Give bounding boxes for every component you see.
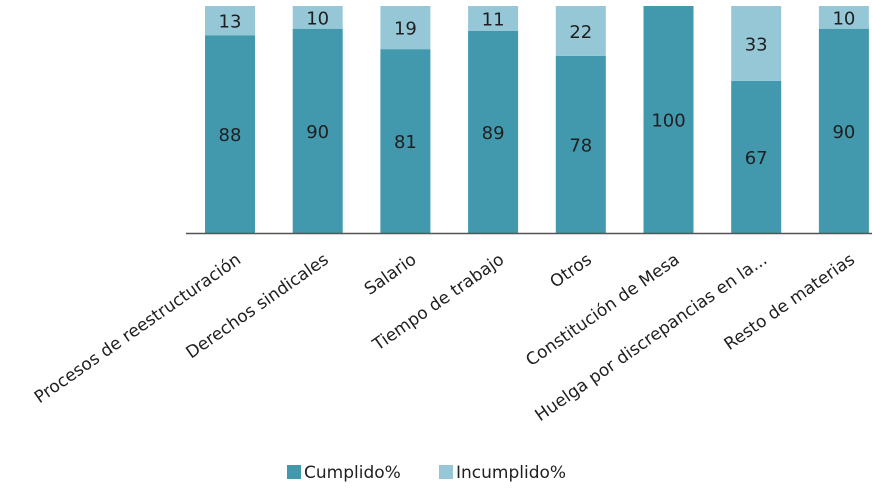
data-label-incumplido: 19 — [394, 19, 417, 40]
bar-cumplido — [380, 49, 431, 233]
bar-cumplido — [205, 35, 255, 234]
data-label-cumplido: 89 — [482, 123, 505, 144]
legend-swatch — [287, 465, 301, 479]
data-label-incumplido: 10 — [306, 8, 329, 29]
data-label-incumplido: 13 — [219, 12, 242, 33]
category-label: Otros — [547, 250, 596, 293]
data-label-cumplido: 90 — [306, 122, 329, 143]
bar-cumplido — [643, 6, 694, 233]
bar-cumplido — [818, 28, 869, 234]
data-label-incumplido: 10 — [832, 8, 855, 29]
data-label-cumplido: 81 — [394, 132, 417, 153]
data-label-incumplido: 11 — [482, 9, 505, 30]
bar-cumplido — [292, 28, 343, 234]
bar-incumplido — [731, 6, 782, 81]
bar-cumplido — [555, 55, 606, 233]
bar-incumplido — [205, 6, 255, 36]
bar-incumplido — [468, 6, 519, 31]
bar-incumplido — [292, 6, 343, 29]
data-label-incumplido: 33 — [745, 34, 768, 55]
data-label-cumplido: 67 — [745, 148, 768, 169]
category-label: Constitución de Mesa — [522, 250, 683, 371]
category-label: Salario — [361, 250, 420, 300]
legend-label: Incumplido% — [456, 463, 566, 483]
data-label-cumplido: 90 — [832, 122, 855, 143]
bar-incumplido — [380, 6, 431, 50]
data-label-cumplido: 100 — [651, 111, 685, 132]
category-label: Derechos sindicales — [183, 250, 333, 363]
bar-incumplido — [555, 6, 606, 56]
legend-label: Cumplido% — [304, 463, 401, 483]
bar-cumplido — [468, 30, 519, 233]
data-label-incumplido: 22 — [569, 22, 592, 43]
data-label-cumplido: 88 — [219, 125, 242, 146]
bar-incumplido — [818, 6, 869, 29]
bar-cumplido — [731, 80, 782, 233]
data-label-cumplido: 78 — [569, 135, 592, 156]
legend-swatch — [439, 465, 453, 479]
